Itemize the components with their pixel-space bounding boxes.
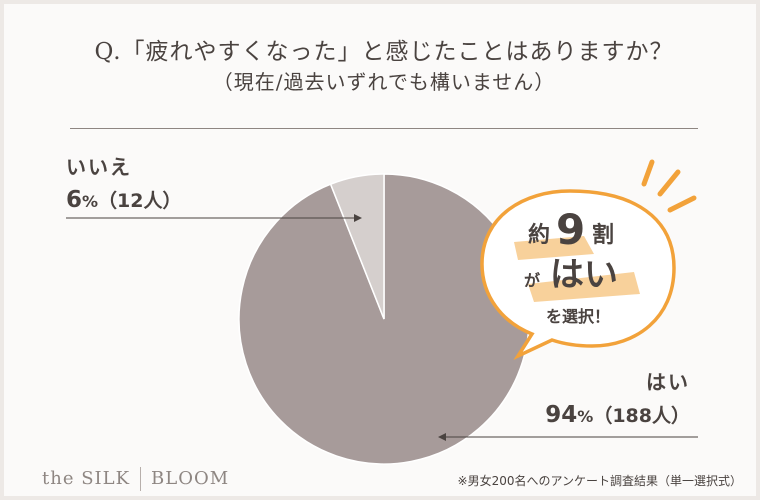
label-iie-count: （12人） bbox=[98, 190, 182, 212]
callout-hai: はい bbox=[550, 255, 618, 295]
label-iie-name: いいえ bbox=[66, 155, 132, 179]
pie-slices bbox=[238, 173, 530, 465]
bubble-highlight-1 bbox=[514, 236, 594, 260]
brand-separator bbox=[140, 467, 142, 491]
pie-slice-iie bbox=[329, 173, 385, 320]
callout-ga: が bbox=[524, 271, 540, 290]
brand-logo: the SILK BLOOM bbox=[42, 467, 229, 491]
callout-bubble: 約 9 割 が はい を選択！ bbox=[480, 159, 697, 361]
pie-chart: 約 9 割 が はい を選択！ bbox=[66, 159, 698, 465]
label-iie-percent: 6 bbox=[66, 187, 83, 213]
label-iie-unit: % bbox=[82, 192, 99, 211]
label-hai-unit: % bbox=[577, 407, 594, 426]
callout-wari: 割 bbox=[592, 222, 614, 248]
brand-left: the SILK bbox=[42, 468, 131, 489]
brand-right: BLOOM bbox=[151, 468, 230, 489]
label-hai-value: 94%（188人） bbox=[545, 401, 690, 428]
label-hai-count: （188人） bbox=[593, 405, 690, 427]
label-hai-name: はい bbox=[646, 370, 690, 394]
callout-nine: 9 bbox=[556, 205, 585, 254]
bubble-shape bbox=[480, 189, 676, 361]
callout-approx: 約 bbox=[528, 222, 550, 248]
bubble-highlight-2 bbox=[528, 272, 640, 302]
callout-sentaku: を選択！ bbox=[546, 307, 610, 326]
leader-arrow-iie bbox=[354, 214, 362, 222]
label-hai-percent: 94 bbox=[545, 402, 578, 428]
label-iie: いいえ 6%（12人） bbox=[66, 151, 182, 213]
question-title: Q.「疲れやすくなった」と感じたことはありますか？ bbox=[94, 39, 674, 65]
footnote: ※男女200名へのアンケート調査結果（単一選択式） bbox=[457, 474, 742, 488]
divider-line bbox=[70, 128, 698, 129]
question-subtitle: （現在/過去いずれでも構いません） bbox=[212, 70, 556, 94]
label-hai: はい 94%（188人） bbox=[545, 366, 690, 428]
label-iie-value: 6%（12人） bbox=[66, 186, 182, 213]
leader-arrow-hai bbox=[438, 433, 446, 441]
sparkle-icon bbox=[641, 159, 697, 213]
